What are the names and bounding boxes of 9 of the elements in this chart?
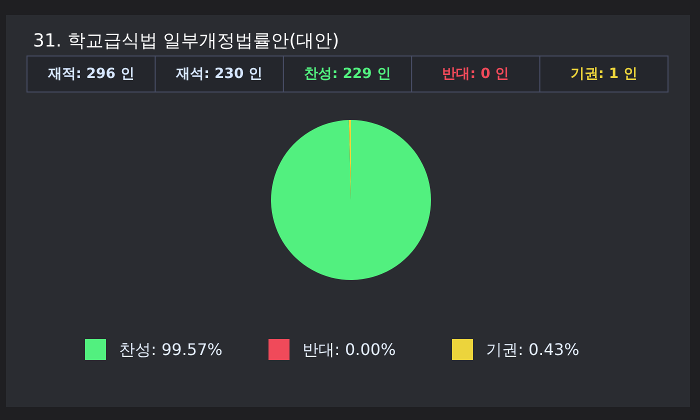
text: 기권: 1 인 xyxy=(570,66,638,82)
legend-label: 찬성: 99.57% xyxy=(119,340,222,359)
legend-label: 기권: 0.43% xyxy=(486,340,580,359)
legend-label: 반대: 0.00% xyxy=(302,340,396,359)
text: 반대: 0 인 xyxy=(442,66,510,82)
chart-title: 31. 학교급식법 일부개정법률안(대안) xyxy=(33,30,340,52)
text: 재석: 230 인 xyxy=(175,66,263,82)
text: 재적: 296 인 xyxy=(46,66,134,82)
text: 찬성: 229 인 xyxy=(304,66,391,82)
